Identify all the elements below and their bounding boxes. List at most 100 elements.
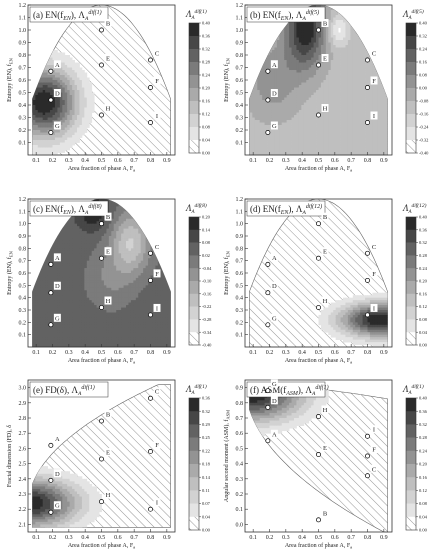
contour-cell	[47, 135, 51, 138]
contour-cell	[50, 85, 53, 88]
contour-cell	[350, 47, 354, 51]
contour-cell	[318, 5, 322, 8]
contour-cell	[352, 32, 356, 36]
contour-cell	[47, 65, 51, 68]
contour-cell	[365, 112, 368, 116]
contour-cell	[45, 142, 48, 146]
contour-cell	[328, 127, 332, 131]
contour-cell	[360, 57, 363, 61]
contour-cell	[379, 130, 383, 133]
contour-cell	[279, 152, 283, 155]
contour-cell	[286, 42, 290, 46]
contour-cell	[89, 107, 93, 111]
contour-cell	[35, 112, 39, 116]
contour-cell	[301, 147, 305, 151]
contour-cell	[262, 152, 265, 155]
contour-cell	[340, 150, 344, 153]
contour-cell	[79, 100, 83, 103]
contour-cell	[54, 97, 58, 101]
contour-cell	[330, 137, 334, 141]
contour-cell	[289, 47, 292, 51]
contour-cell	[338, 97, 341, 101]
contour-cell	[291, 52, 295, 56]
contour-cell	[357, 75, 361, 78]
contour-cell	[325, 127, 329, 131]
contour-cell	[291, 37, 295, 41]
contour-cell	[350, 152, 354, 155]
contour-cell	[81, 87, 85, 91]
contour-cell	[318, 52, 322, 56]
contour-cell	[308, 150, 312, 153]
contour-cell	[74, 90, 78, 93]
x-tick-label: 0.6	[331, 158, 339, 164]
contour-cell	[79, 97, 83, 101]
contour-cell	[318, 135, 322, 138]
contour-cell	[311, 130, 314, 133]
contour-cell	[355, 140, 359, 143]
contour-cell	[84, 95, 88, 98]
contour-cell	[286, 75, 290, 78]
contour-cell	[81, 115, 85, 118]
contour-cell	[360, 65, 363, 68]
contour-cell	[84, 100, 88, 103]
contour-cell	[325, 15, 329, 18]
contour-cell	[352, 72, 356, 76]
contour-cell	[303, 87, 307, 91]
y-tick-label: 0.2	[19, 128, 27, 134]
contour-cell	[303, 85, 307, 88]
contour-cell	[291, 55, 295, 58]
contour-cell	[40, 77, 44, 81]
contour-cell	[62, 120, 66, 123]
contour-cell	[323, 125, 327, 128]
contour-cell	[57, 75, 61, 78]
point-label-e: E	[321, 54, 329, 63]
contour-cell	[345, 82, 349, 86]
contour-cell	[338, 107, 341, 111]
contour-cell	[77, 107, 80, 111]
y-tick-label: 0.9	[19, 41, 27, 47]
contour-cell	[323, 82, 327, 86]
contour-cell	[40, 87, 44, 91]
contour-cell	[320, 82, 324, 86]
contour-cell	[32, 135, 36, 138]
contour-cell	[352, 125, 356, 128]
contour-cell	[325, 132, 329, 136]
contour-cell	[276, 80, 280, 83]
contour-cell	[291, 125, 295, 128]
contour-cell	[62, 92, 66, 96]
contour-cell	[303, 77, 307, 81]
contour-cell	[347, 45, 351, 48]
contour-cell	[350, 72, 354, 76]
contour-cell	[320, 40, 324, 43]
contour-cell	[269, 147, 273, 151]
contour-cell	[298, 37, 302, 41]
contour-cell	[86, 100, 90, 103]
contour-cell	[338, 62, 341, 66]
contour-cell	[252, 102, 256, 106]
contour-cell	[52, 130, 56, 133]
contour-cell	[333, 75, 337, 78]
contour-cell	[308, 142, 312, 146]
contour-cell	[316, 92, 319, 96]
contour-cell	[281, 122, 285, 126]
contour-cell	[249, 147, 253, 151]
contour-cell	[320, 65, 324, 68]
contour-cell	[306, 137, 310, 141]
contour-cell	[335, 87, 339, 91]
contour-cell	[64, 132, 68, 136]
point-c	[365, 57, 370, 63]
contour-cell	[67, 55, 71, 58]
contour-cell	[303, 82, 307, 86]
contour-cell	[294, 70, 297, 73]
contour-cell	[365, 62, 368, 66]
contour-cell	[291, 152, 295, 155]
contour-cell	[35, 130, 39, 133]
contour-cell	[289, 90, 292, 93]
contour-cell	[313, 77, 317, 81]
contour-cell	[306, 150, 310, 153]
contour-cell	[325, 97, 329, 101]
contour-cell	[333, 65, 337, 68]
contour-cell	[350, 40, 354, 43]
contour-cell	[306, 117, 310, 121]
contour-cell	[306, 100, 310, 103]
